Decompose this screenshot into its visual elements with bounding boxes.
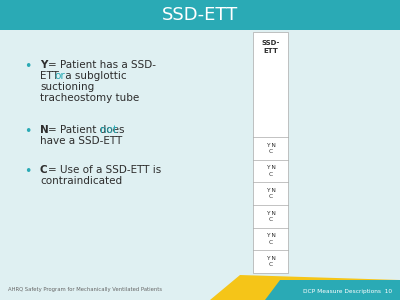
Text: Y N
C: Y N C <box>266 211 276 222</box>
Polygon shape <box>210 275 400 300</box>
Text: not: not <box>100 125 117 135</box>
Text: •: • <box>24 125 32 138</box>
Text: •: • <box>24 60 32 73</box>
Text: suctioning: suctioning <box>40 82 94 92</box>
Text: have a SSD-ETT: have a SSD-ETT <box>40 136 122 146</box>
Bar <box>0 275 400 300</box>
Text: C: C <box>40 165 48 175</box>
Text: = Patient has a SSD-: = Patient has a SSD- <box>48 60 156 70</box>
Text: SSD-ETT: SSD-ETT <box>162 6 238 24</box>
Text: a subglottic: a subglottic <box>62 71 127 81</box>
Text: •: • <box>24 165 32 178</box>
Text: ETT: ETT <box>40 71 62 81</box>
Text: AHRQ Safety Program for Mechanically Ventilated Patients: AHRQ Safety Program for Mechanically Ven… <box>8 287 162 292</box>
Text: = Patient does: = Patient does <box>48 125 128 135</box>
Bar <box>253 32 288 273</box>
Text: tracheostomy tube: tracheostomy tube <box>40 93 139 103</box>
Polygon shape <box>265 280 400 300</box>
Text: contraindicated: contraindicated <box>40 176 122 186</box>
Bar <box>0 0 400 30</box>
Text: Y N
C: Y N C <box>266 143 276 154</box>
Text: Y N
C: Y N C <box>266 256 276 267</box>
Text: Y N
C: Y N C <box>266 188 276 199</box>
Text: DCP Measure Descriptions  10: DCP Measure Descriptions 10 <box>303 290 392 295</box>
Text: N: N <box>40 125 49 135</box>
Text: Y N
C: Y N C <box>266 165 276 177</box>
Text: or: or <box>54 71 65 81</box>
Text: Y: Y <box>40 60 47 70</box>
Text: Y N
C: Y N C <box>266 233 276 244</box>
Text: = Use of a SSD-ETT is: = Use of a SSD-ETT is <box>48 165 161 175</box>
Text: SSD-
ETT: SSD- ETT <box>261 40 280 54</box>
